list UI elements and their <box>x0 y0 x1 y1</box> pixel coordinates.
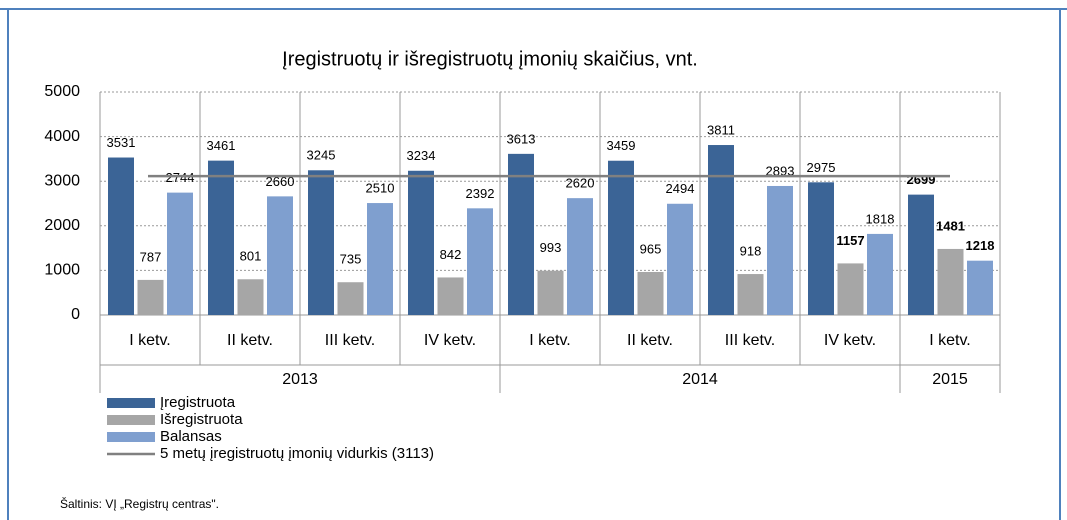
bar <box>267 196 293 315</box>
x-tick-label: III ketv. <box>325 332 375 349</box>
bar <box>937 248 964 315</box>
bar <box>837 263 864 315</box>
data-label: 2699 <box>907 172 936 187</box>
data-label: 3245 <box>307 148 336 163</box>
bar <box>167 192 193 315</box>
data-label: 2975 <box>807 160 836 175</box>
y-tick-label: 2000 <box>44 217 80 234</box>
bar <box>337 282 364 315</box>
data-label: 2660 <box>266 174 295 189</box>
bar <box>908 194 934 315</box>
data-label: 1818 <box>866 211 895 226</box>
x-tick-label: II ketv. <box>627 332 673 349</box>
bar <box>108 157 134 315</box>
source: Šaltinis: VĮ „Registrų centras". <box>60 496 219 511</box>
bar <box>408 170 434 315</box>
bar <box>208 160 234 315</box>
bar <box>867 233 893 315</box>
bar <box>537 270 564 315</box>
data-label: 3459 <box>607 138 636 153</box>
data-label: 993 <box>540 240 562 255</box>
data-label: 3234 <box>407 148 436 163</box>
legend-swatch <box>107 398 155 408</box>
bar <box>967 260 993 315</box>
data-label: 2893 <box>766 163 795 178</box>
bar <box>567 198 593 315</box>
legend-swatch <box>107 432 155 442</box>
bar <box>237 279 264 315</box>
bar <box>308 170 334 315</box>
data-label: 2392 <box>466 186 495 201</box>
y-tick-label: 1000 <box>44 262 80 279</box>
y-tick-label: 4000 <box>44 128 80 145</box>
data-label: 3531 <box>107 135 136 150</box>
bar <box>508 153 534 315</box>
data-label: 787 <box>140 249 162 264</box>
bar <box>137 279 164 315</box>
data-label: 965 <box>640 241 662 256</box>
bar <box>467 208 493 315</box>
bar <box>437 277 464 315</box>
legend-label: Balansas <box>160 428 222 445</box>
data-label: 801 <box>240 249 262 264</box>
bar <box>667 203 693 315</box>
data-label: 3613 <box>507 131 536 146</box>
data-label: 2510 <box>366 180 395 195</box>
legend-label: Įregistruota <box>160 394 236 411</box>
y-tick-label: 0 <box>71 306 80 323</box>
group-label: 2015 <box>932 371 968 388</box>
x-tick-label: IV ketv. <box>824 332 876 349</box>
x-tick-label: I ketv. <box>129 332 171 349</box>
data-label: 2744 <box>166 170 195 185</box>
bar <box>808 182 834 315</box>
legend-label: 5 metų įregistruotų įmonių vidurkis (311… <box>160 445 434 462</box>
group-label: 2014 <box>682 371 718 388</box>
data-label: 3461 <box>207 138 236 153</box>
x-tick-label: I ketv. <box>529 332 571 349</box>
data-label: 2494 <box>666 181 695 196</box>
data-label: 1157 <box>836 233 864 248</box>
data-label: 842 <box>440 247 462 262</box>
x-tick-label: III ketv. <box>725 332 775 349</box>
data-label: 3811 <box>707 122 735 137</box>
bar <box>737 274 764 315</box>
chart-title: Įregistruotų ir išregistruotų įmonių ska… <box>282 48 698 70</box>
x-tick-label: I ketv. <box>929 332 971 349</box>
bar <box>367 203 393 315</box>
bar <box>767 185 793 315</box>
legend-label: Išregistruota <box>160 411 243 428</box>
bar <box>608 160 634 315</box>
legend-swatch <box>107 415 155 425</box>
data-label: 735 <box>340 252 362 267</box>
x-tick-label: II ketv. <box>227 332 273 349</box>
y-tick-label: 5000 <box>44 83 80 100</box>
data-label: 918 <box>740 243 762 258</box>
bar <box>637 271 664 315</box>
y-tick-label: 3000 <box>44 172 80 189</box>
data-label: 1218 <box>966 238 995 253</box>
x-tick-label: IV ketv. <box>424 332 476 349</box>
data-label: 2620 <box>566 176 595 191</box>
group-label: 2013 <box>282 371 318 388</box>
data-label: 1481 <box>936 218 965 233</box>
bar <box>708 145 734 315</box>
